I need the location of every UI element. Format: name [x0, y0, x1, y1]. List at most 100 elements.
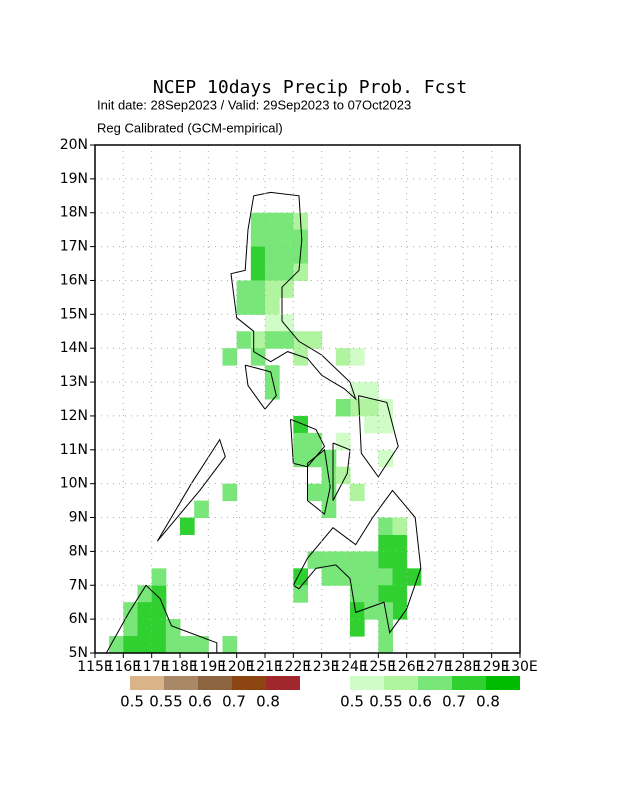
- y-tick-label: 11N: [60, 442, 88, 458]
- prob-cell: [265, 382, 280, 400]
- prob-cell: [378, 551, 393, 569]
- prob-cell: [265, 263, 280, 281]
- prob-cell: [335, 348, 351, 366]
- prob-cell: [307, 483, 323, 502]
- prob-cell: [321, 568, 337, 586]
- prob-cell: [236, 297, 252, 315]
- prob-cell: [321, 449, 337, 468]
- prob-cell: [350, 483, 365, 502]
- prob-cell: [137, 619, 153, 637]
- prob-cell: [378, 619, 393, 637]
- prob-cell: [392, 568, 408, 586]
- y-tick-label: 12N: [60, 408, 88, 424]
- legend-label: 0.8: [256, 693, 280, 711]
- prob-cell: [392, 602, 408, 620]
- legend-label: 0.5: [340, 693, 364, 711]
- prob-cell: [165, 636, 181, 654]
- prob-cell: [364, 585, 379, 603]
- coast-line: [358, 395, 399, 478]
- prob-cell: [378, 636, 393, 654]
- y-tick-label: 10N: [60, 476, 88, 492]
- y-tick-label: 14N: [60, 340, 88, 356]
- prob-cell: [250, 280, 266, 298]
- prob-cell: [293, 432, 308, 451]
- prob-cell: [307, 331, 323, 349]
- prob-cell: [180, 636, 195, 654]
- prob-cell: [350, 619, 365, 637]
- prob-cell: [350, 399, 365, 417]
- y-tick-label: 7N: [69, 577, 88, 593]
- prob-cell: [307, 432, 323, 451]
- legend-label: 0.55: [369, 693, 402, 711]
- prob-cell: [307, 551, 323, 569]
- prob-cell: [279, 246, 294, 265]
- prob-cell: [279, 263, 294, 281]
- x-tick-label: 119E: [191, 659, 227, 675]
- prob-cell: [321, 551, 337, 569]
- coast-line: [307, 448, 331, 515]
- y-tick-label: 17N: [60, 239, 88, 255]
- x-tick-label: 116E: [106, 659, 142, 675]
- prob-cell: [335, 568, 351, 586]
- prob-cell: [364, 551, 379, 569]
- x-tick-label: 127E: [417, 659, 453, 675]
- prob-cell: [137, 636, 153, 654]
- prob-cell: [335, 399, 351, 417]
- y-tick-label: 20N: [60, 137, 88, 153]
- prob-cell: [165, 619, 181, 637]
- prob-cell: [222, 636, 238, 654]
- y-tick-label: 8N: [69, 543, 88, 559]
- prob-cell: [293, 331, 308, 349]
- x-tick-label: 117E: [134, 659, 170, 675]
- coast-line: [332, 442, 351, 501]
- coast-line: [230, 191, 357, 401]
- prob-cell: [236, 280, 252, 298]
- prob-cell: [180, 517, 195, 535]
- prob-cell: [279, 212, 294, 231]
- legend-label: 0.5: [120, 693, 144, 711]
- prob-cell: [151, 602, 167, 620]
- prob-cell: [123, 636, 138, 654]
- legend-swatch: [232, 676, 266, 690]
- x-tick-label: 122E: [276, 659, 312, 675]
- prob-cell: [293, 568, 308, 586]
- prob-cell: [250, 246, 266, 265]
- x-tick-label: 120E: [219, 659, 255, 675]
- prob-cell: [378, 517, 393, 535]
- prob-cell: [364, 399, 379, 417]
- legend-label: 0.8: [476, 693, 500, 711]
- legend-swatch: [350, 676, 384, 690]
- legend-swatch: [130, 676, 164, 690]
- prob-cell: [194, 500, 209, 519]
- prob-cell: [194, 636, 209, 654]
- prob-cell: [364, 568, 379, 586]
- prob-cell: [392, 517, 408, 535]
- prob-cell: [250, 212, 266, 231]
- cell-layer: [109, 212, 422, 654]
- x-tick-label: 124E: [332, 659, 368, 675]
- prob-cell: [350, 348, 365, 366]
- prob-cell: [293, 229, 308, 248]
- prob-cell: [222, 348, 238, 366]
- prob-cell: [236, 331, 252, 349]
- prob-cell: [265, 297, 280, 315]
- prob-cell: [364, 415, 379, 434]
- prob-cell: [151, 568, 167, 586]
- prob-cell: [151, 636, 167, 654]
- prob-cell: [137, 602, 153, 620]
- prob-cell: [250, 263, 266, 281]
- coast-line: [105, 584, 218, 654]
- legend-swatch: [384, 676, 418, 690]
- x-tick-label: 129E: [474, 659, 510, 675]
- y-tick-label: 16N: [60, 272, 88, 288]
- prob-cell: [279, 331, 294, 349]
- method-note: Reg Calibrated (GCM-empirical): [97, 120, 283, 135]
- x-tick-label: 121E: [247, 659, 283, 675]
- legend-swatch: [266, 676, 300, 690]
- y-tick-label: 6N: [69, 611, 88, 627]
- prob-cell: [406, 568, 422, 586]
- prob-cell: [250, 297, 266, 315]
- prob-cell: [250, 331, 266, 349]
- prob-cell: [321, 500, 337, 519]
